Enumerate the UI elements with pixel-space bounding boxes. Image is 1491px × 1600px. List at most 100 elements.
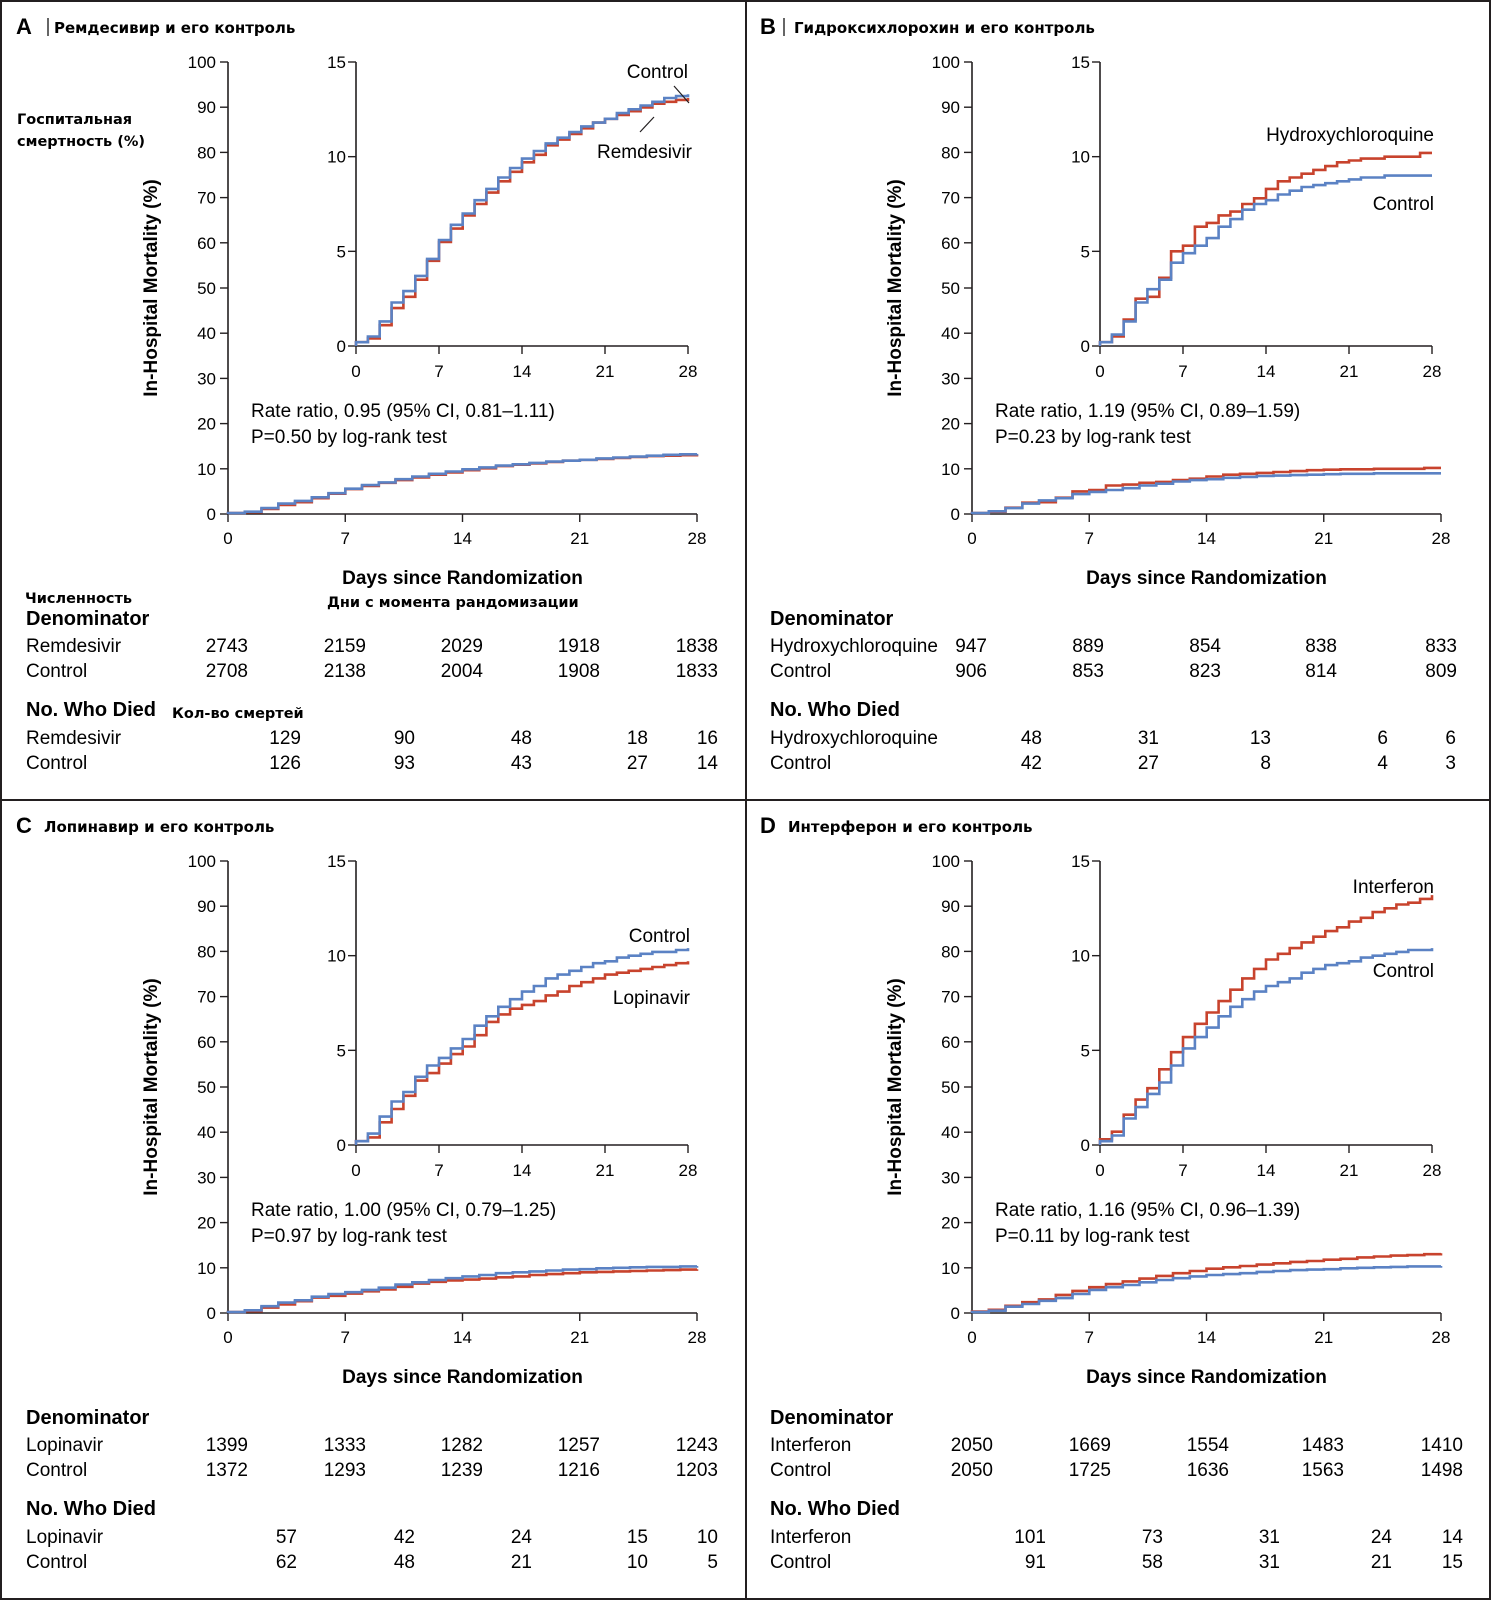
inset-y-tick-label: 5 [1081,242,1090,261]
inset-x-tick-label: 28 [1423,1161,1442,1180]
y-tick-label: 20 [941,1214,960,1233]
x-tick-label: 0 [967,529,976,548]
series-label-control: Control [1373,961,1434,982]
inset-y-tick-label: 10 [327,947,346,966]
inset-x-tick-label: 28 [679,1161,698,1180]
denominator-value: 809 [1425,661,1457,682]
died-value: 21 [1371,1552,1392,1573]
y-tick-label: 60 [197,1033,216,1052]
died-value: 6 [1377,728,1388,749]
series-label-control: Control [629,926,690,947]
died-row-label: Control [770,753,831,774]
denominator-value: 1725 [1069,1460,1111,1481]
x-tick-label: 14 [1197,1328,1216,1347]
denominator-value: 1483 [1302,1435,1344,1456]
y-tick-label: 50 [941,1078,960,1097]
denominator-value: 1333 [324,1435,366,1456]
denominator-value: 1203 [676,1460,718,1481]
x-tick-label: 28 [688,529,707,548]
inset-y-tick-label: 5 [337,1041,346,1060]
denominator-value: 1410 [1421,1435,1463,1456]
x-axis-title: Days since Randomization [342,1367,583,1388]
died-value: 48 [511,728,532,749]
denominator-row-label: Lopinavir [26,1435,104,1456]
x-tick-label: 28 [1432,1328,1451,1347]
died-value: 31 [1259,1527,1280,1548]
panel-title: Лопинавир и его контроль [44,818,274,836]
y-tick-label: 90 [941,897,960,916]
inset-y-tick-label: 10 [1071,148,1090,167]
inset-x-tick-label: 21 [596,362,615,381]
x-tick-label: 21 [570,529,589,548]
died-value: 129 [269,728,301,749]
y-tick-label: 80 [941,143,960,162]
y-axis-title: In-Hospital Mortality (%) [141,978,162,1195]
inset-series-control [1098,174,1432,346]
denominator-value: 1243 [676,1435,718,1456]
died-value: 48 [1021,728,1042,749]
denominator-value: 2159 [324,636,366,657]
inset-series-control [1098,948,1434,1145]
y-tick-label: 60 [941,1033,960,1052]
denominator-value: 1908 [558,661,600,682]
died-value: 24 [511,1527,533,1548]
died-value: 3 [1445,753,1456,774]
x-tick-label: 14 [1197,529,1216,548]
denominator-row-label: Control [770,661,831,682]
denominator-row-label: Remdesivir [26,636,122,657]
died-value: 57 [276,1527,297,1548]
x-tick-label: 7 [1085,1328,1094,1347]
y-tick-label: 30 [941,369,960,388]
denominator-row-label: Hydroxychloroquine [770,636,938,657]
y-tick-label: 100 [932,852,960,871]
died-row-label: Remdesivir [26,728,122,749]
died-value: 31 [1259,1552,1280,1573]
x-tick-label: 21 [570,1328,589,1347]
panel-letter: B [760,14,776,39]
denominator-value: 2708 [206,661,248,682]
inset-x-tick-label: 21 [1340,1161,1359,1180]
main-series-control [970,1265,1443,1314]
main-series-control [970,472,1441,515]
ru-count-label: Численность [25,591,132,607]
y-tick-label: 30 [197,369,216,388]
ru-days-label: Дни с момента рандомизации [327,595,579,611]
inset-y-tick-label: 0 [1081,337,1090,356]
denominator-value: 853 [1072,661,1104,682]
inset-x-tick-label: 7 [434,1161,443,1180]
denominator-value: 1563 [1302,1460,1344,1481]
y-tick-label: 0 [207,1304,216,1323]
y-tick-label: 30 [197,1168,216,1187]
y-tick-label: 50 [197,279,216,298]
series-label-treatment: Remdesivir [597,142,693,163]
denominator-value: 906 [955,661,987,682]
ru-y-axis-line-1: Госпитальная [17,112,132,128]
died-value: 15 [1442,1552,1463,1573]
main-series-treatment [970,1252,1443,1313]
denominator-value: 1216 [558,1460,600,1481]
panel-b: B Гидроксихлорохин и его контроль01020304… [760,14,1457,774]
inset-x-tick-label: 7 [1178,362,1187,381]
died-value: 10 [697,1527,718,1548]
inset-y-tick-label: 0 [337,337,346,356]
rate-ratio-note: Rate ratio, 1.19 (95% CI, 0.89–1.59) [995,401,1300,422]
y-tick-label: 50 [941,279,960,298]
inset-series-control [354,94,690,346]
inset-y-tick-label: 15 [1071,852,1090,871]
x-tick-label: 0 [967,1328,976,1347]
y-tick-label: 80 [197,942,216,961]
died-row-label: Lopinavir [26,1527,104,1548]
y-tick-label: 60 [197,234,216,253]
died-value: 48 [394,1552,415,1573]
y-tick-label: 90 [197,98,216,117]
inset-y-tick-label: 0 [337,1136,346,1155]
x-axis-title: Days since Randomization [1086,568,1327,589]
inset-x-tick-label: 0 [1095,362,1104,381]
died-value: 73 [1142,1527,1163,1548]
denominator-value: 1239 [441,1460,483,1481]
x-tick-label: 7 [1085,529,1094,548]
died-value: 42 [1021,753,1042,774]
denominator-value: 814 [1305,661,1337,682]
died-value: 4 [1377,753,1388,774]
y-tick-label: 70 [941,988,960,1007]
